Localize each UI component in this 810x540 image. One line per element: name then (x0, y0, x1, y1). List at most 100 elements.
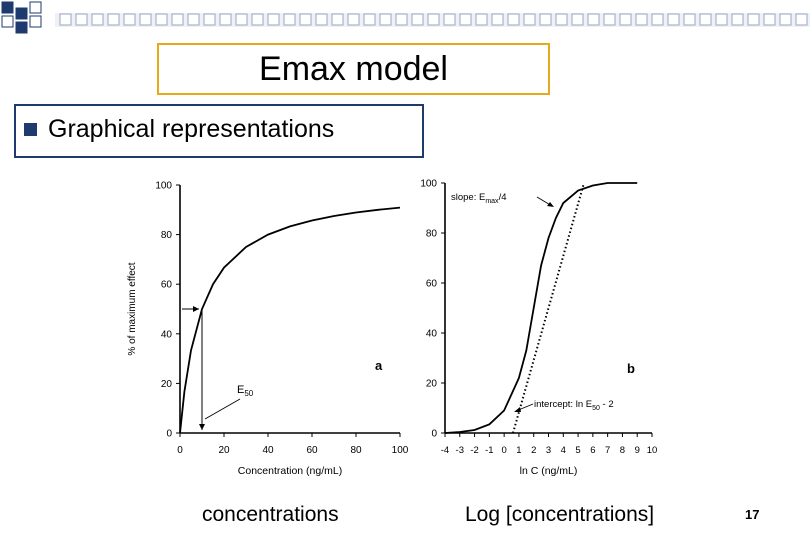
slope-label: slope: Emax/4 (451, 192, 507, 205)
decor-stripe-square (267, 13, 280, 26)
x-tick-label: 4 (561, 445, 566, 456)
decor-stripe-square (523, 13, 536, 26)
arrowhead-icon (199, 424, 205, 430)
decor-stripe-square (123, 13, 136, 26)
decorative-squares (1, 1, 810, 34)
y-axis-label: % of maximum effect (127, 262, 138, 355)
decor-stripe-square (491, 13, 504, 26)
decor-stripe-square (347, 13, 360, 26)
caption-log-concentrations: Log [concentrations] (465, 503, 655, 526)
decor-stripe-square (475, 13, 488, 26)
panel-label: b (627, 361, 635, 376)
decor-stripe-square (379, 13, 392, 26)
x-tick-label: 60 (306, 445, 318, 456)
y-tick-label: 80 (426, 229, 438, 240)
x-tick-label: 80 (350, 445, 362, 456)
decor-stripe-square (763, 13, 776, 26)
decor-stripe-square (459, 13, 472, 26)
decor-stripe-square (667, 13, 680, 26)
x-tick-label: 9 (635, 445, 640, 456)
decor-stripe-square (699, 13, 712, 26)
x-axis-label: ln C (ng/mL) (520, 465, 578, 477)
x-tick-label: 7 (605, 445, 610, 456)
intercept-label: intercept: ln E50 - 2 (534, 399, 614, 412)
x-tick-label: 10 (647, 445, 658, 456)
decor-square (15, 7, 28, 20)
decor-stripe-square (795, 13, 808, 26)
decor-square (1, 15, 14, 28)
decor-stripe-square (587, 13, 600, 26)
decor-stripe-square (299, 13, 312, 26)
decor-stripe-square (363, 13, 376, 26)
decor-stripe-square (203, 13, 216, 26)
x-tick-label: 1 (516, 445, 521, 456)
decor-square (29, 1, 42, 14)
y-tick-label: 40 (161, 329, 173, 340)
decor-stripe-square (555, 13, 568, 26)
x-axis-label: Concentration (ng/mL) (238, 465, 342, 477)
decor-stripe-square (75, 13, 88, 26)
x-tick-label: 0 (501, 445, 506, 456)
caption-concentrations: concentrations (202, 503, 339, 526)
bullet-text: Graphical representations (48, 115, 335, 143)
decor-stripe-square (683, 13, 696, 26)
decor-square (1, 1, 14, 14)
panel-label: a (375, 358, 383, 373)
x-tick-label: 40 (262, 445, 274, 456)
series-line (179, 206, 401, 434)
decor-stripe-square (91, 13, 104, 26)
decor-square (15, 21, 28, 34)
decor-stripe-square (715, 13, 728, 26)
x-tick-label: 8 (620, 445, 625, 456)
y-tick-label: 60 (426, 279, 438, 290)
x-tick-label: -2 (470, 445, 478, 456)
decor-stripe-square (603, 13, 616, 26)
slide-title-box: Emax model (157, 43, 550, 95)
ec50-label: E50 (237, 384, 254, 398)
decor-stripe-square (427, 13, 440, 26)
decor-stripe-square (107, 13, 120, 26)
ec50-pointer-line (204, 398, 241, 420)
decor-stripe-square (315, 13, 328, 26)
y-tick-label: 100 (420, 179, 437, 190)
decor-stripe-square (619, 13, 632, 26)
decor-stripe-square (411, 13, 424, 26)
arrowhead-icon (547, 202, 554, 207)
decor-stripe-square (155, 13, 168, 26)
y-tick-label: 40 (426, 329, 438, 340)
decor-stripe-square (779, 13, 792, 26)
y-tick-label: 0 (431, 429, 437, 440)
decor-stripe-square (331, 13, 344, 26)
y-tick-label: 0 (166, 429, 172, 440)
slide-title: Emax model (259, 49, 448, 88)
decor-stripe-square (443, 13, 456, 26)
decor-square (29, 15, 42, 28)
y-tick-label: 20 (161, 379, 173, 390)
decor-stripe-square (171, 13, 184, 26)
y-tick-label: 20 (426, 379, 438, 390)
decor-stripe-square (507, 13, 520, 26)
decor-stripe-square (219, 13, 232, 26)
x-tick-label: 100 (392, 445, 409, 456)
bullet-box: Graphical representations (14, 104, 424, 158)
page-number: 17 (745, 507, 760, 522)
x-tick-label: 3 (546, 445, 551, 456)
x-tick-label: 6 (590, 445, 595, 456)
decor-stripe-square (187, 13, 200, 26)
decor-stripe-square (651, 13, 664, 26)
decor-stripe-square (59, 13, 72, 26)
y-tick-label: 100 (155, 181, 172, 192)
decor-stripe-square (139, 13, 152, 26)
chart-panel-a: 0 20 40 60 80 100 0 20 40 60 80 100 Concentration (n… (127, 181, 409, 478)
decor-stripe-square (731, 13, 744, 26)
decor-stripe-square (395, 13, 408, 26)
bullet-square-icon (24, 123, 37, 136)
x-tick-label: 5 (575, 445, 580, 456)
y-tick-label: 60 (161, 280, 173, 291)
x-tick-label: 2 (531, 445, 536, 456)
decor-stripe-square (283, 13, 296, 26)
arrowhead-icon (193, 306, 199, 312)
x-tick-label: -3 (456, 445, 464, 456)
